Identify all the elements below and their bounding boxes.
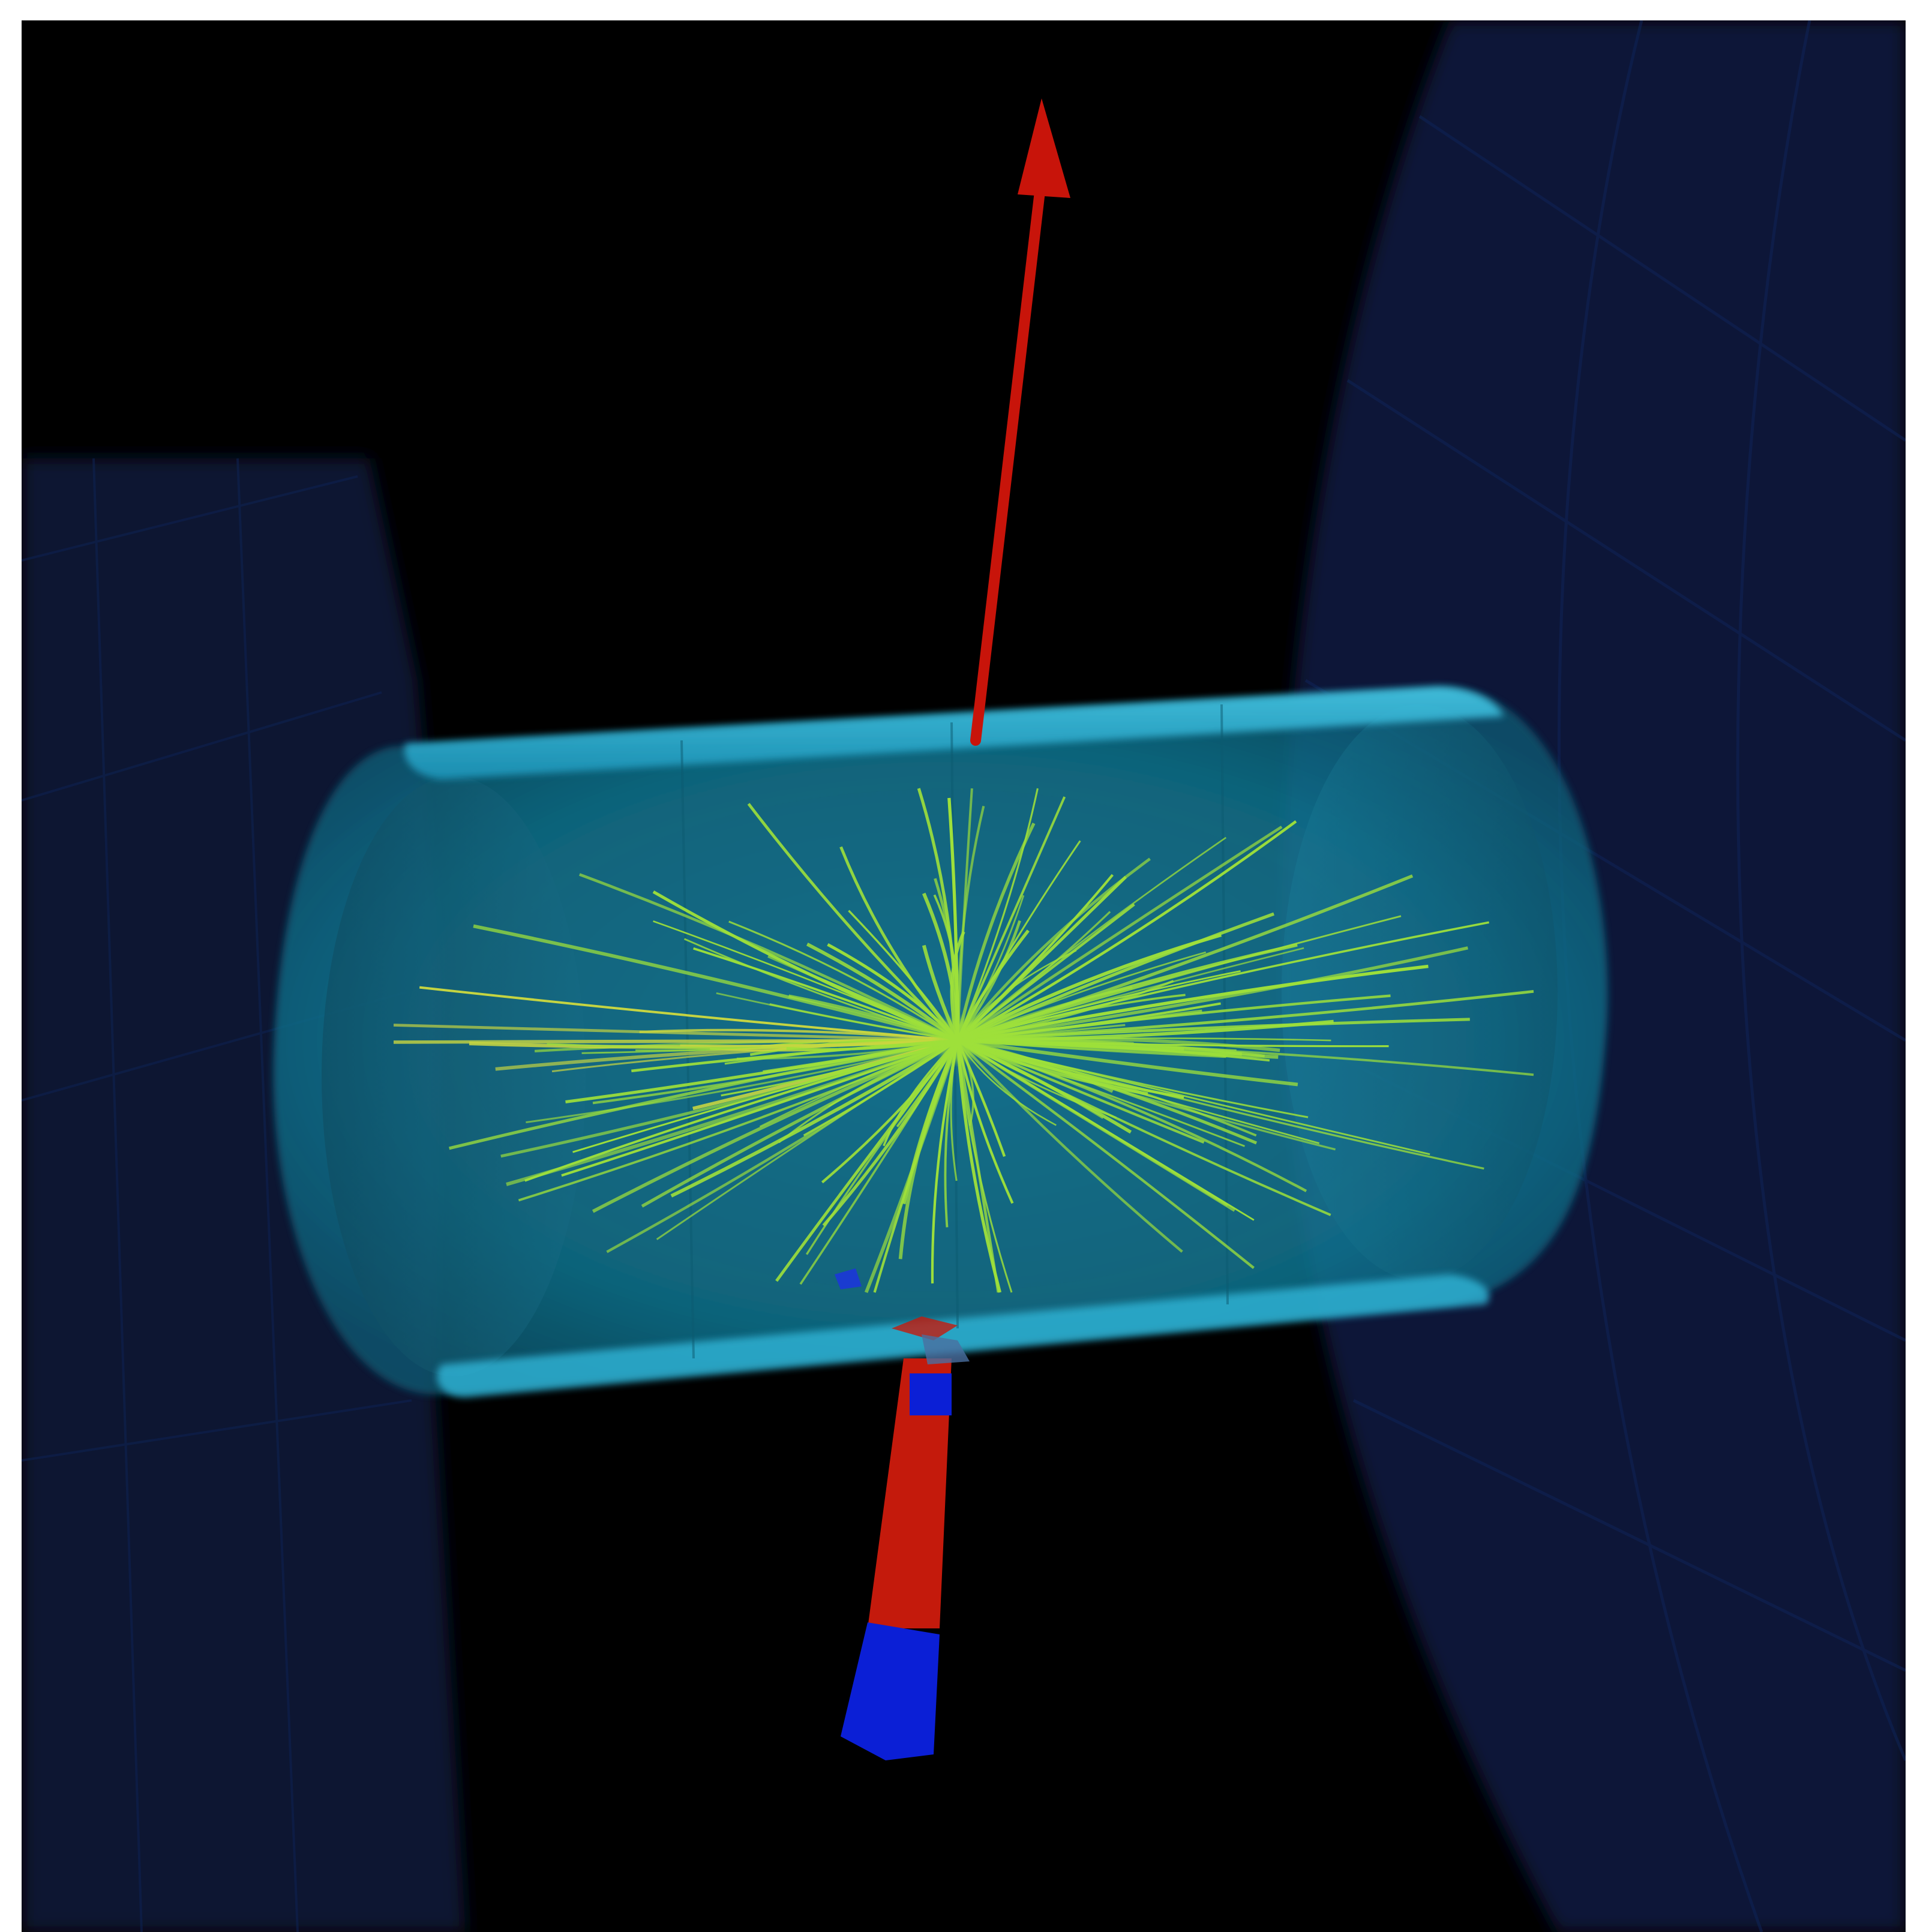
track-line — [670, 1039, 959, 1198]
track-line — [500, 1039, 958, 1158]
track-line — [641, 1039, 959, 1208]
track-line — [956, 826, 1283, 1042]
track-line — [656, 1039, 958, 1240]
track-line — [957, 915, 1402, 1042]
track-line — [956, 1039, 1132, 1134]
track-line — [957, 1039, 1246, 1147]
track-line — [956, 1040, 1013, 1293]
event-display-canvas — [22, 20, 1906, 1932]
track-line — [956, 1039, 1229, 1207]
track-line — [806, 943, 959, 1042]
track-line — [957, 951, 1207, 1042]
interaction-vertex — [936, 1019, 979, 1062]
track-line — [767, 955, 959, 1042]
charged-particle-tracks — [393, 788, 1534, 1294]
track-line — [419, 986, 958, 1042]
track-line — [956, 796, 1066, 1041]
track-line — [956, 933, 1222, 1042]
track-line — [956, 823, 1036, 1041]
track-line — [957, 1019, 1334, 1042]
track-line — [931, 1040, 959, 1284]
track-line — [473, 924, 958, 1042]
track-line — [957, 1039, 1279, 1059]
calorimeter-jet-tower — [835, 1268, 970, 1760]
track-line — [393, 1024, 958, 1042]
track-line — [449, 1039, 958, 1150]
track-line — [956, 820, 1297, 1042]
track-line — [716, 992, 958, 1042]
track-line — [821, 1039, 959, 1184]
track-line — [957, 980, 1174, 1042]
track-line — [956, 874, 1114, 1042]
track-line — [917, 788, 959, 1041]
track-line — [957, 1018, 1470, 1042]
track-line — [957, 1039, 1336, 1151]
track-line — [728, 920, 958, 1042]
track-line — [957, 946, 1468, 1042]
track-line — [957, 1039, 1389, 1048]
track-line — [957, 1039, 1320, 1144]
track-line — [693, 947, 958, 1042]
track-line — [957, 911, 1111, 1042]
track-line — [592, 1039, 959, 1213]
track-line — [956, 1040, 1002, 1293]
track-line — [799, 1040, 959, 1285]
track-line — [957, 964, 1429, 1042]
track-line — [864, 1040, 959, 1294]
track-line — [956, 1039, 1255, 1269]
track-line — [956, 1039, 1183, 1253]
track-line — [495, 1039, 958, 1071]
track-line — [506, 1039, 958, 1186]
track-line — [579, 873, 959, 1042]
track-line — [957, 874, 1414, 1042]
track-line — [788, 994, 958, 1042]
track-line — [956, 857, 1151, 1042]
track-line — [786, 1039, 958, 1051]
missing-energy-arrow-icon — [970, 98, 1070, 746]
track-line — [957, 836, 1227, 1042]
event-display-viewport — [22, 20, 1906, 1932]
track-line — [956, 788, 1039, 1041]
track-line — [957, 1039, 1114, 1093]
track-line — [957, 1039, 1298, 1087]
track-line — [839, 846, 959, 1042]
track-line — [956, 788, 973, 1041]
